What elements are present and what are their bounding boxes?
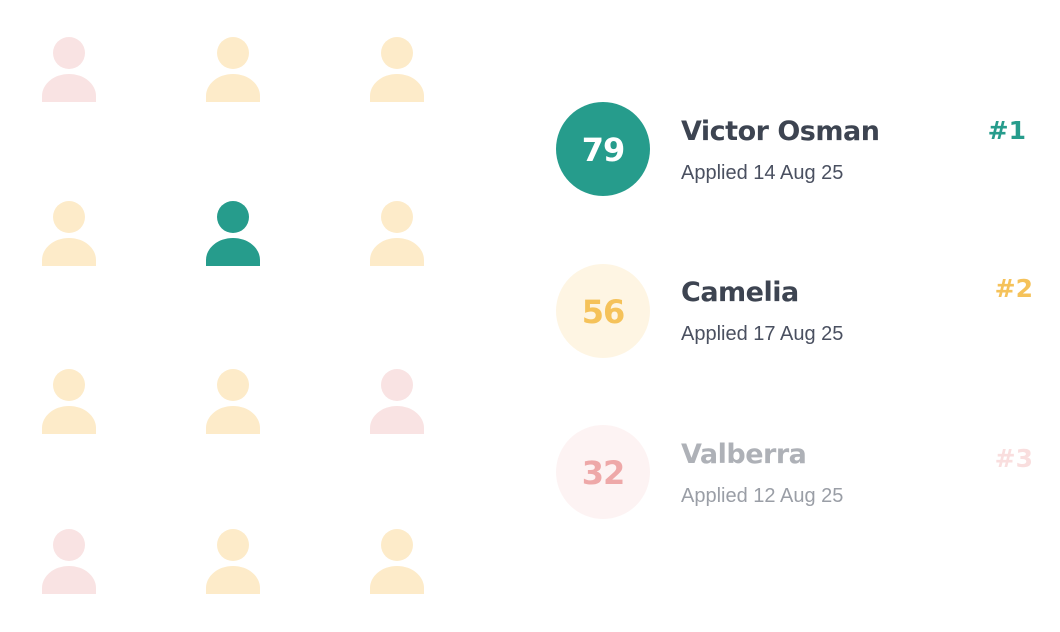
candidate-row[interactable]: 56 Camelia Applied 17 Aug 25 #2 xyxy=(556,264,1033,358)
person-icon xyxy=(42,37,96,102)
score: 32 xyxy=(582,454,625,492)
person-icon xyxy=(42,529,96,594)
person-icon xyxy=(370,201,424,266)
score-badge xyxy=(556,425,650,519)
person-icon xyxy=(206,37,260,102)
person-icon xyxy=(370,369,424,434)
rank: #1 xyxy=(988,116,1026,145)
score-badge xyxy=(556,264,650,358)
person-icon xyxy=(370,529,424,594)
candidate-row[interactable]: 32 Valberra Applied 12 Aug 25 #3 xyxy=(556,425,1033,519)
score-badge xyxy=(556,102,650,196)
person-icon xyxy=(206,529,260,594)
person-icon xyxy=(206,201,260,266)
person-icon xyxy=(42,369,96,434)
applied-date: Applied 14 Aug 25 xyxy=(681,162,843,184)
candidate-row[interactable]: 79 Victor Osman Applied 14 Aug 25 #1 xyxy=(556,102,1026,196)
rank: #3 xyxy=(995,444,1033,473)
applied-date: Applied 12 Aug 25 xyxy=(681,485,843,507)
candidate-name: Victor Osman xyxy=(681,116,879,147)
candidate-name: Valberra xyxy=(681,439,806,470)
candidate-name: Camelia xyxy=(681,277,799,308)
people-grid xyxy=(42,37,424,594)
score: 56 xyxy=(582,293,625,331)
person-icon xyxy=(206,369,260,434)
applied-date: Applied 17 Aug 25 xyxy=(681,323,843,345)
person-icon xyxy=(370,37,424,102)
score: 79 xyxy=(582,131,625,169)
person-icon xyxy=(42,201,96,266)
rank: #2 xyxy=(995,274,1033,303)
